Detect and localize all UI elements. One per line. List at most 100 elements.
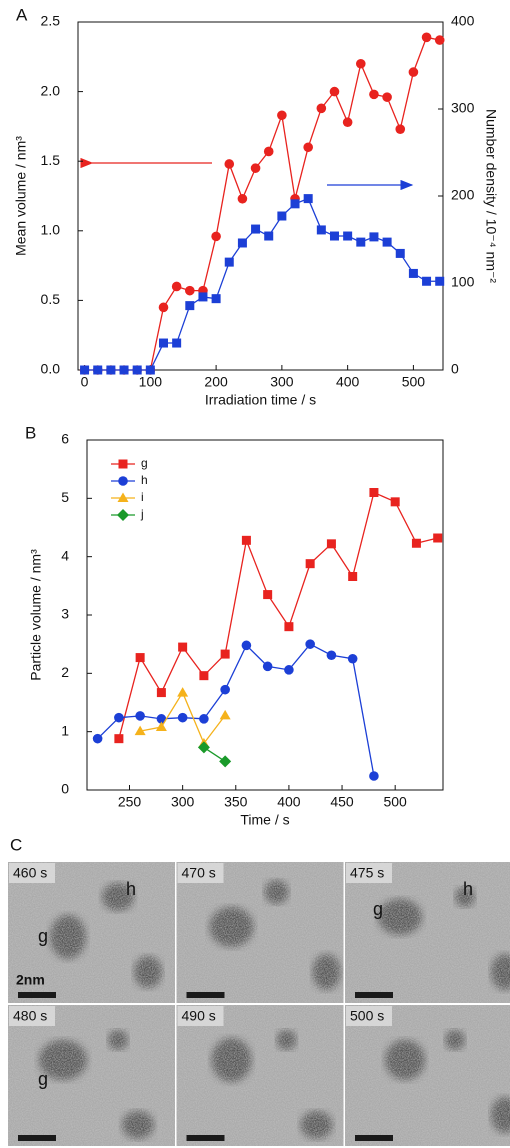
x-axis-label: Irradiation time / s — [205, 392, 316, 408]
marker — [277, 110, 287, 121]
y-tick-label: 6 — [61, 431, 69, 447]
marker — [224, 257, 234, 267]
marker — [390, 497, 400, 507]
y2-tick-label: 400 — [451, 13, 475, 29]
x-tick-label: 500 — [383, 794, 407, 810]
marker — [343, 231, 353, 241]
frame-time: 480 s — [13, 1008, 47, 1024]
marker — [156, 688, 166, 698]
marker — [220, 684, 230, 695]
marker — [117, 492, 129, 502]
panel-label: C — [10, 835, 22, 854]
micrograph: 500 s — [345, 1005, 510, 1146]
marker — [118, 459, 128, 469]
marker — [158, 338, 168, 348]
scale-bar — [186, 1135, 225, 1141]
marker — [329, 231, 339, 241]
y-tick-label: 2.5 — [41, 13, 61, 29]
marker — [264, 231, 274, 241]
series-line — [84, 36, 440, 371]
marker — [185, 285, 195, 296]
marker — [326, 539, 336, 549]
marker — [303, 142, 313, 153]
marker — [355, 58, 366, 69]
y-tick-label: 0.0 — [41, 361, 61, 377]
y2-tick-label: 200 — [451, 187, 475, 203]
y2-axis-label: Number density / 10⁻⁴ nm⁻² — [483, 109, 499, 283]
marker — [106, 365, 116, 375]
legend-label: g — [141, 456, 148, 470]
marker — [197, 741, 210, 754]
y-tick-label: 1 — [61, 722, 69, 738]
marker — [316, 103, 327, 114]
marker — [177, 712, 188, 723]
y-tick-label: 5 — [61, 489, 69, 505]
x-tick-label: 100 — [139, 374, 163, 390]
marker — [114, 712, 124, 723]
marker — [199, 714, 209, 724]
marker — [171, 281, 182, 292]
marker — [263, 590, 273, 600]
time-bg — [177, 863, 224, 883]
marker — [114, 734, 124, 744]
y-tick-label: 4 — [61, 547, 69, 563]
particle-label: g — [38, 926, 48, 946]
marker — [198, 292, 208, 302]
marker — [241, 535, 251, 545]
x-tick-label: 350 — [224, 794, 248, 810]
y-axis-label: Mean volume / nm³ — [13, 136, 29, 256]
marker — [156, 714, 167, 724]
marker — [290, 199, 300, 209]
marker — [158, 302, 169, 313]
marker — [237, 193, 248, 204]
marker — [434, 35, 445, 45]
plot-frame — [77, 21, 444, 371]
x-axis-label: Time / s — [240, 812, 289, 828]
micrograph: 460 s g h 2nm — [8, 862, 175, 1003]
frame-time: 500 s — [350, 1008, 384, 1024]
marker — [369, 232, 379, 242]
scale-label: 2nm — [16, 972, 45, 988]
frame-time: 475 s — [350, 865, 384, 881]
marker — [369, 488, 379, 497]
marker — [93, 365, 103, 375]
x-tick-label: 200 — [204, 374, 228, 390]
y2-tick-label: 300 — [451, 100, 475, 116]
marker — [251, 224, 261, 234]
x-tick-label: 250 — [118, 794, 142, 810]
marker — [219, 755, 232, 768]
marker — [80, 365, 90, 375]
marker — [155, 721, 167, 731]
marker — [135, 711, 145, 721]
legend-label: j — [140, 507, 144, 521]
marker — [263, 146, 274, 157]
series-line — [118, 491, 438, 739]
marker — [303, 194, 313, 204]
x-tick-label: 500 — [402, 374, 426, 390]
y-tick-label: 2.0 — [41, 82, 61, 98]
frame-time: 460 s — [13, 865, 47, 881]
time-bg — [9, 863, 55, 883]
marker — [284, 665, 294, 675]
marker — [250, 163, 261, 173]
marker — [382, 92, 392, 102]
scale-bar — [18, 992, 56, 998]
marker — [172, 338, 182, 348]
x-tick-label: 400 — [277, 794, 301, 810]
micrograph: 480 s g — [8, 1005, 175, 1146]
marker — [369, 771, 379, 781]
marker — [408, 67, 419, 77]
marker — [342, 117, 353, 128]
marker — [177, 687, 189, 697]
time-bg — [346, 1006, 392, 1026]
marker — [118, 476, 128, 486]
image-noise — [345, 1005, 510, 1146]
scale-bar — [355, 992, 393, 998]
marker — [421, 32, 432, 43]
marker — [241, 640, 252, 651]
marker — [224, 159, 235, 169]
marker — [262, 661, 273, 672]
micrograph: 490 s — [176, 1005, 344, 1146]
x-tick-label: 450 — [330, 794, 354, 810]
y-tick-label: 0 — [61, 781, 69, 797]
